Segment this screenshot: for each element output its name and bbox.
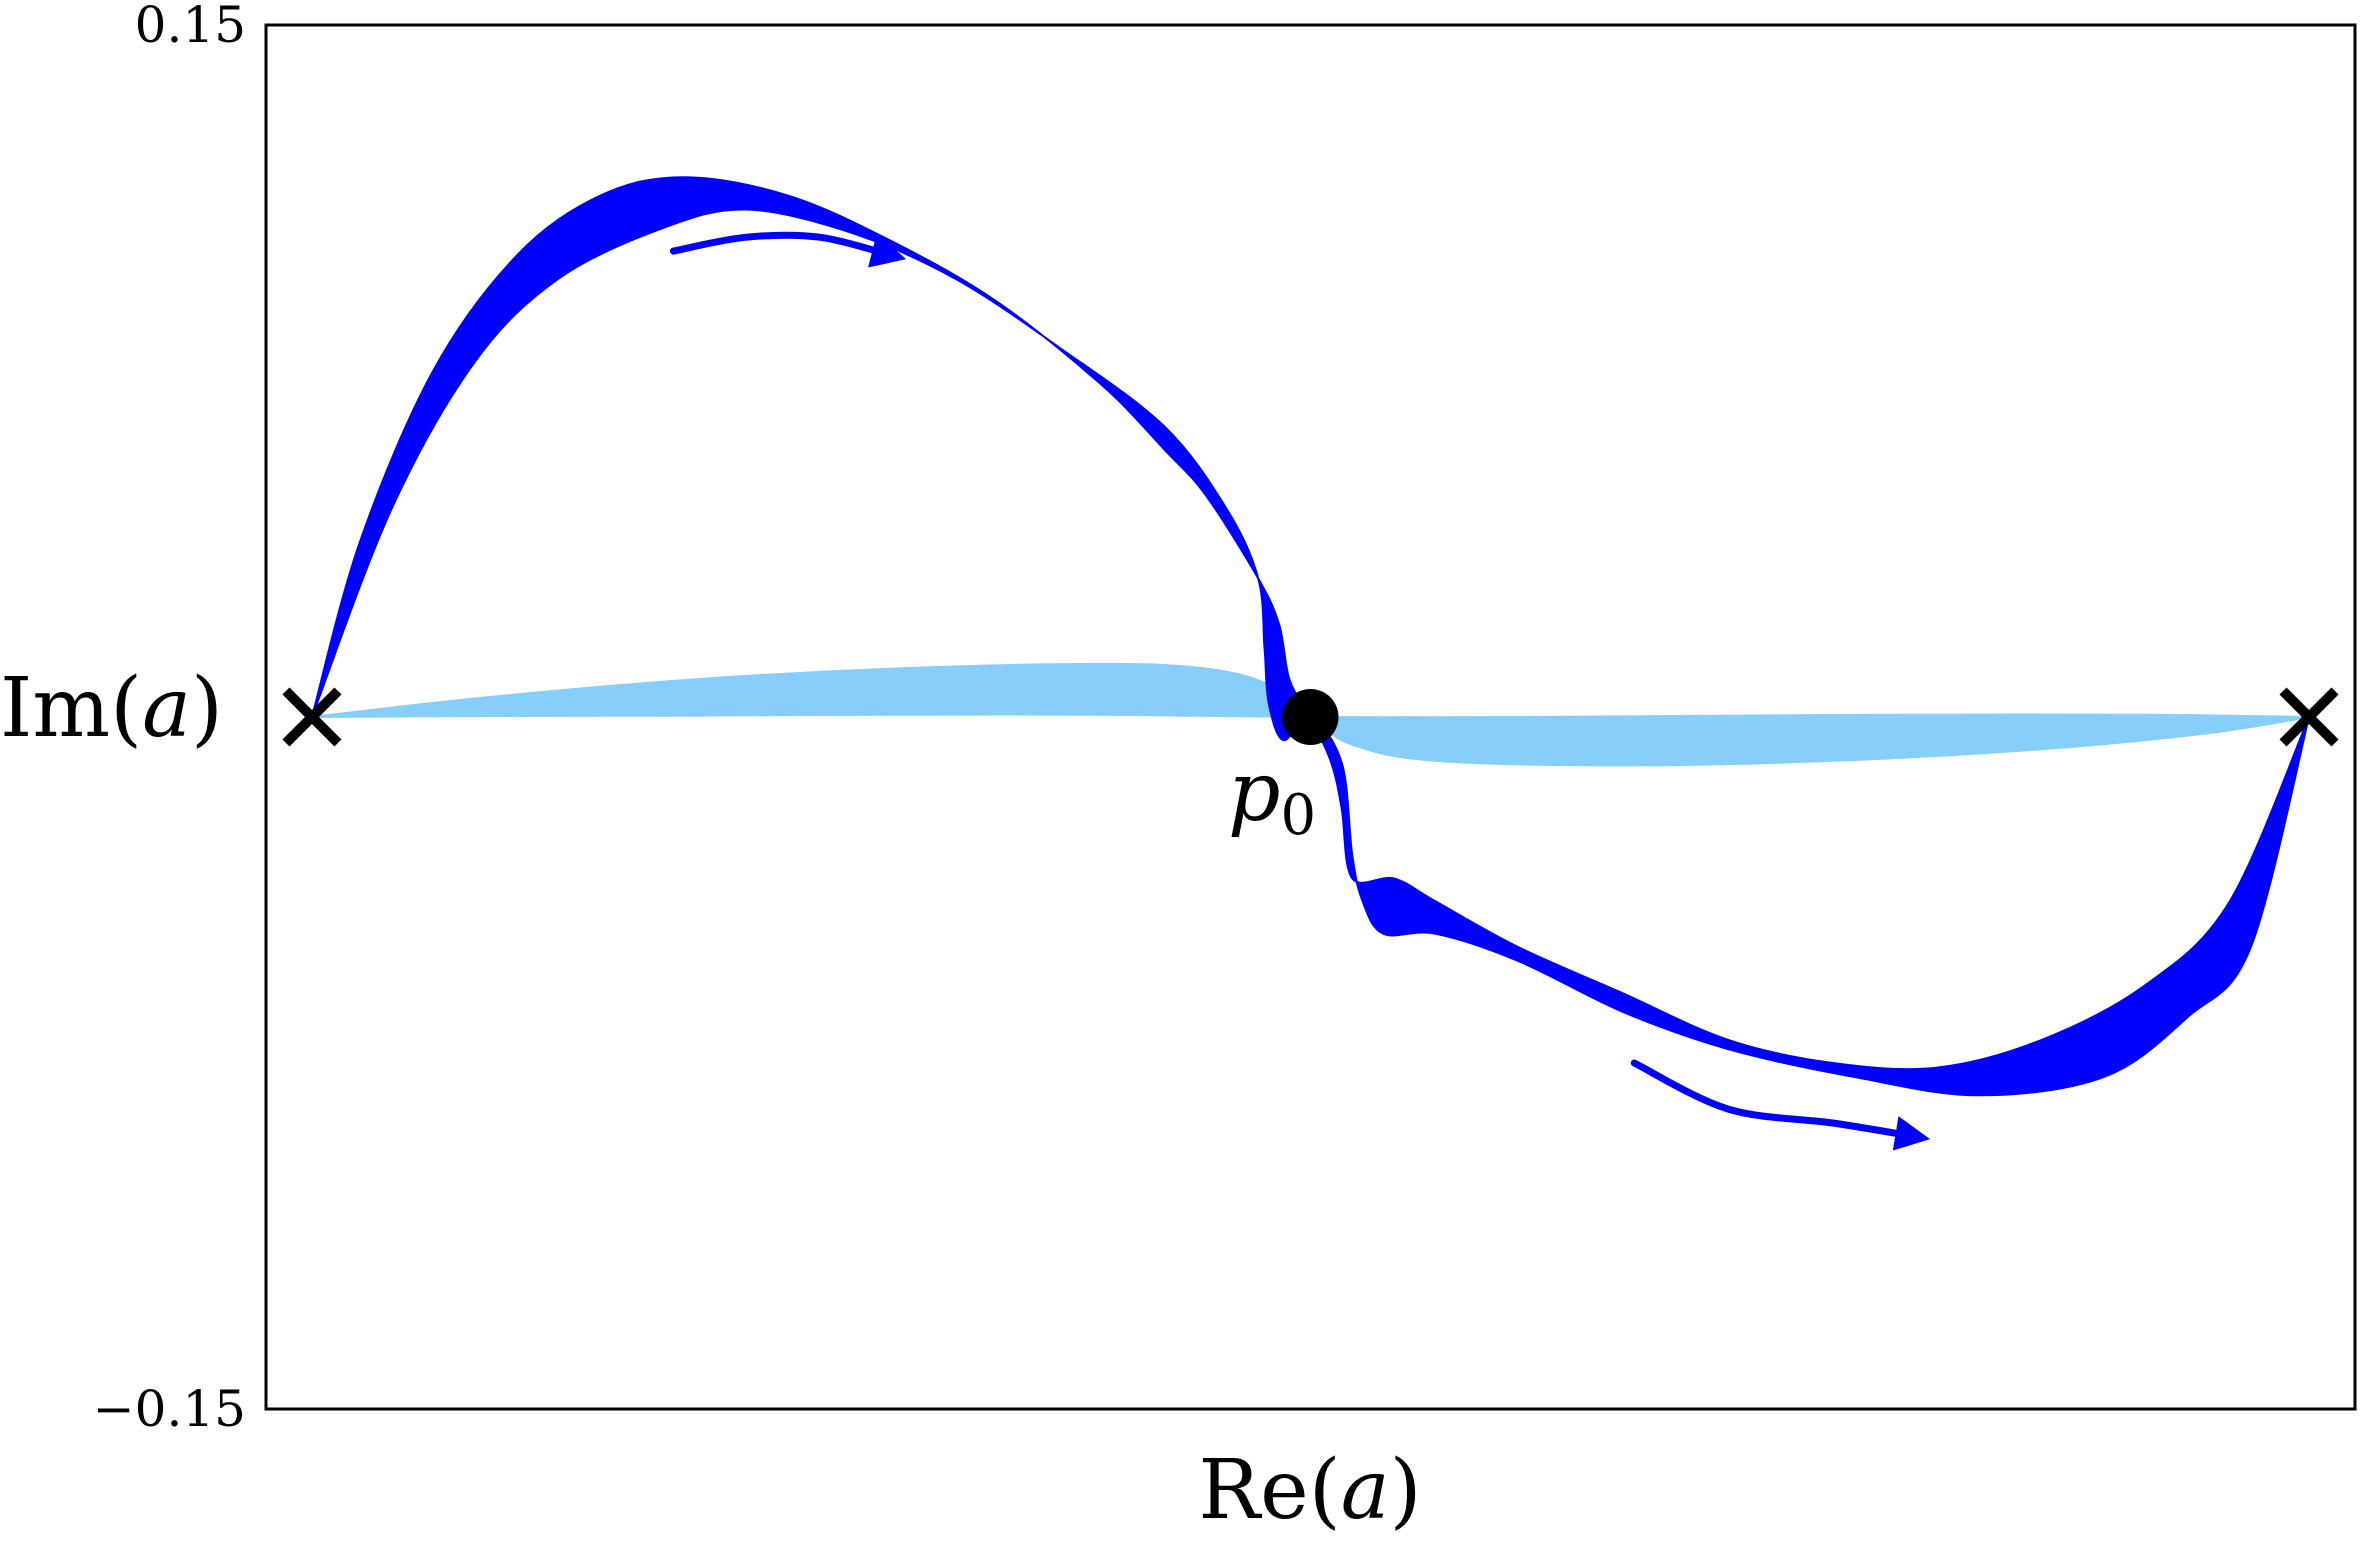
p0-point-marker	[1282, 689, 1339, 745]
dark-band	[311, 176, 2310, 1097]
y-axis-label-post: )	[191, 661, 223, 756]
y-tick-bottom: −0.15	[93, 1380, 246, 1438]
x-axis-label-post: )	[1390, 1443, 1422, 1538]
direction-arrow-1	[669, 231, 907, 268]
x-axis-label-pre: Re(	[1198, 1443, 1340, 1538]
point-markers	[282, 687, 2339, 747]
right-endpoint-cross-marker	[2279, 687, 2339, 747]
direction-arrows	[669, 231, 1931, 1151]
left-endpoint-cross-marker	[282, 687, 342, 747]
x-axis-label: Re(a)	[1198, 1443, 1421, 1538]
p0-label: p0	[1228, 745, 1316, 848]
plot-bands	[311, 176, 2310, 1097]
p0-label-sub: 0	[1281, 783, 1317, 848]
y-axis-label-var: a	[142, 661, 191, 756]
y-axis-label-pre: Im(	[0, 661, 142, 756]
x-axis-label-var: a	[1341, 1443, 1390, 1538]
direction-arrow-2	[1630, 1059, 1931, 1151]
plot-frame	[264, 23, 2357, 1411]
y-tick-top: 0.15	[135, 0, 246, 54]
y-axis-label: Im(a)	[0, 661, 223, 756]
light-band	[311, 662, 2310, 767]
p0-label-base: p	[1228, 745, 1281, 840]
